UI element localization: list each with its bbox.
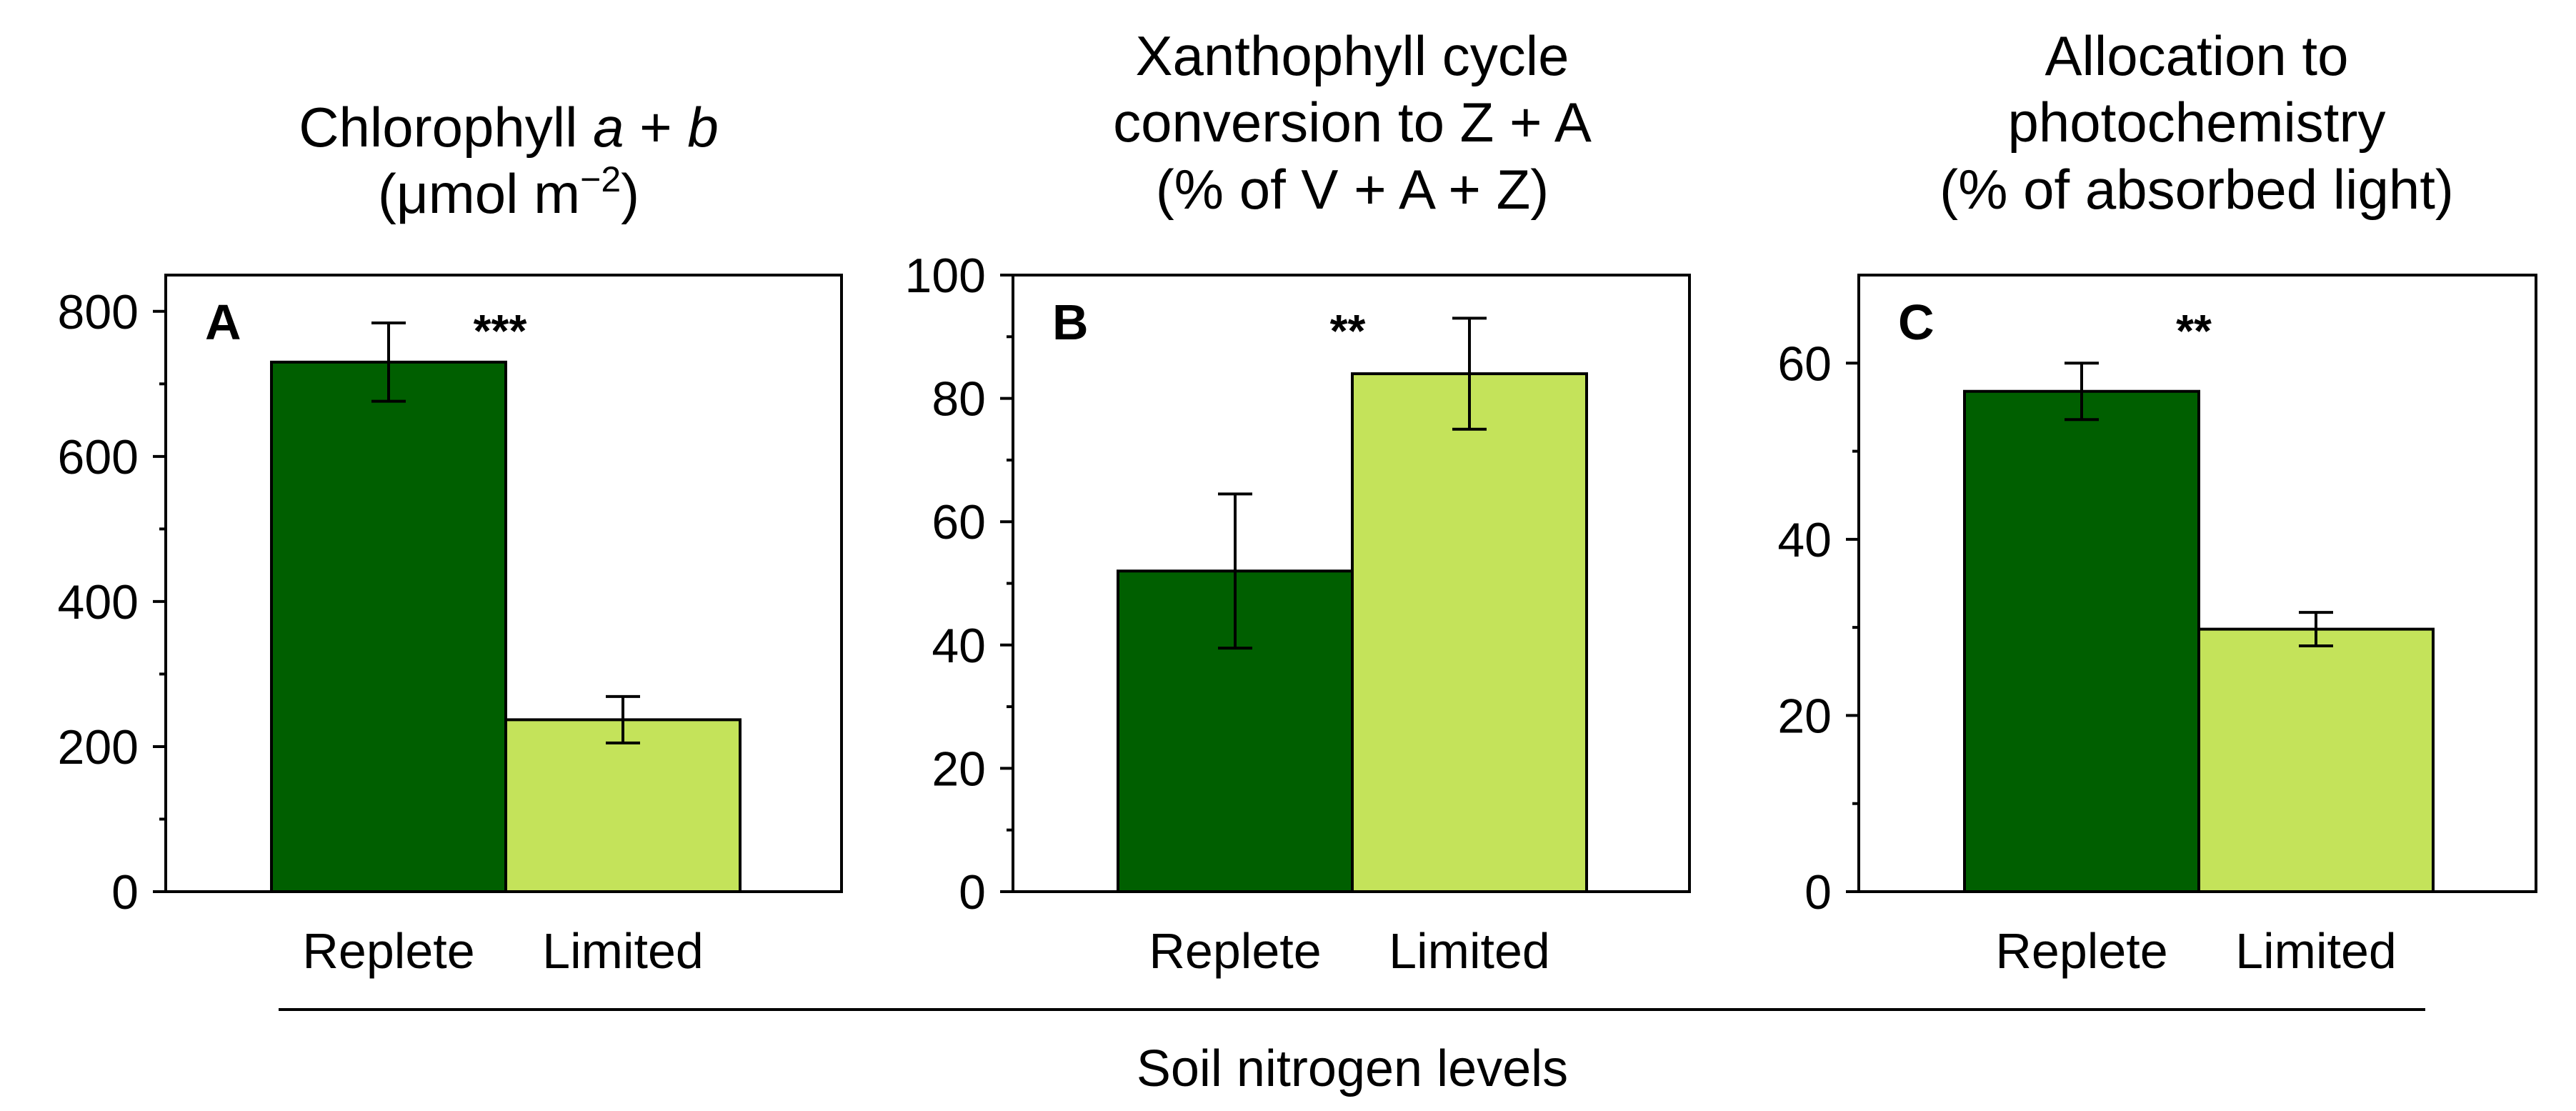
x-axis-label: Soil nitrogen levels — [1137, 1040, 1568, 1097]
panel-b-category-limited: Limited — [1389, 923, 1550, 979]
panel-c-title-line2: photochemistry — [2008, 91, 2386, 154]
panel-c-title-line3: (% of absorbed light) — [1940, 158, 2454, 221]
panel-a-significance: *** — [474, 305, 527, 357]
panel-a-chart: 0 200 400 600 800 Replete Limited A *** — [58, 274, 843, 979]
panel-a-ytick-label: 600 — [58, 430, 139, 484]
panel-b-ytick-label: 0 — [959, 865, 986, 920]
panel-c-ytick-label: 0 — [1804, 865, 1832, 920]
panel-c-significance: ** — [2176, 305, 2212, 357]
panel-a-units-end: ) — [621, 162, 639, 225]
panel-a-errorbar-limited — [606, 694, 640, 744]
panel-c-errorbar-limited — [2299, 611, 2333, 648]
panel-c-frame — [1857, 274, 2537, 893]
panel-b-errorbar-replete — [1218, 492, 1252, 650]
panel-a-ytick-label: 0 — [111, 865, 139, 920]
panel-b-title-line2: conversion to Z + A — [1113, 91, 1592, 154]
panel-a-bar-limited — [504, 718, 742, 894]
panel-b-ytick-label: 100 — [905, 249, 986, 303]
panel-a-title: Chlorophyll a + b — [299, 96, 719, 159]
panel-a-letter: A — [205, 294, 241, 350]
panel-a-title-b: b — [687, 96, 718, 159]
panel-b-ytick-label: 60 — [932, 495, 986, 549]
panel-a-category-limited: Limited — [542, 923, 704, 979]
panel-a-ytick-label: 400 — [58, 575, 139, 629]
panel-b-category-replete: Replete — [1149, 923, 1321, 979]
panel-a-units: (μmol m−2) — [378, 159, 639, 225]
panel-b-title-line3: (% of V + A + Z) — [1156, 158, 1549, 221]
panel-b-bar-limited — [1351, 372, 1588, 893]
panel-a-category-replete: Replete — [302, 923, 474, 979]
panel-a-ytick-label: 200 — [58, 720, 139, 774]
panel-c-ytick-label: 60 — [1777, 337, 1832, 391]
panel-a-title-plus: + — [639, 96, 672, 159]
panel-a-bar-replete — [270, 360, 507, 894]
panel-b-errorbar-limited — [1452, 317, 1487, 431]
panel-b-significance: ** — [1330, 305, 1366, 357]
panel-c-category-limited: Limited — [2235, 923, 2397, 979]
panel-c-ytick-label: 40 — [1777, 513, 1832, 567]
panel-a-ytick-label: 800 — [58, 285, 139, 339]
panel-b-title-line1: Xanthophyll cycle — [1135, 24, 1569, 87]
panel-b-ytick-label: 20 — [932, 742, 986, 796]
panel-a-units-text: (μmol m — [378, 162, 580, 225]
panel-a-units-sup: −2 — [580, 159, 621, 199]
panel-b-ytick-label: 40 — [932, 619, 986, 673]
panel-a-title-a: a — [593, 96, 624, 159]
panel-c-errorbar-replete — [2065, 362, 2099, 422]
panel-a-title-word: Chlorophyll — [299, 96, 577, 159]
panel-c-bar-limited — [2197, 627, 2435, 893]
panel-b-chart: 0 20 40 60 80 100 Replete Limited B ** — [905, 249, 1691, 979]
panel-c-bar-replete — [1963, 389, 2200, 893]
panel-b-ytick-label: 80 — [932, 372, 986, 427]
panel-c-ytick-label: 20 — [1777, 689, 1832, 743]
panel-c-letter: C — [1898, 294, 1935, 350]
panel-c-category-replete: Replete — [1995, 923, 2167, 979]
panel-c-title-line1: Allocation to — [2045, 24, 2349, 87]
panel-a-errorbar-replete — [371, 322, 406, 403]
panel-b-letter: B — [1052, 294, 1089, 350]
panel-c-chart: 0 20 40 60 Replete Limited C ** — [1777, 274, 2537, 979]
panel-a-frame — [164, 274, 843, 893]
